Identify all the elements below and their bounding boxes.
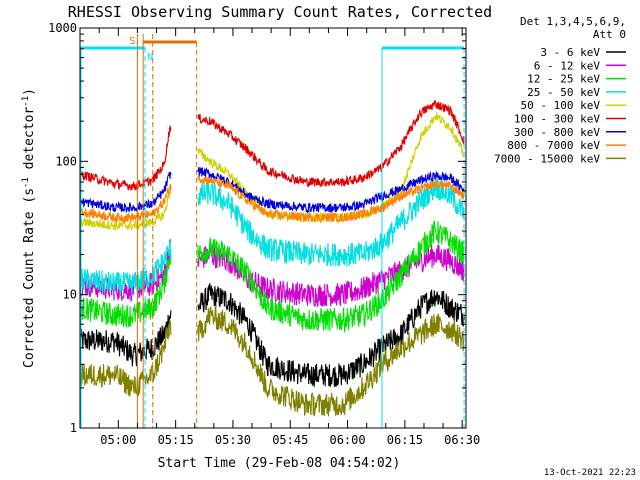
series-trace: [79, 254, 172, 328]
series-trace: [79, 183, 172, 225]
legend-header-detectors: Det 1,3,4,5,6,9,: [520, 15, 626, 28]
series-line-9: [79, 304, 465, 417]
x-tick-label: 05:45: [272, 433, 308, 447]
footer-timestamp: 13-Oct-2021 22:23: [544, 468, 636, 478]
saa-label: S: [129, 36, 135, 47]
legend-entry-label: 100 - 300 keV: [514, 113, 600, 126]
series-line-8: [79, 174, 465, 225]
x-tick-label: 06:30: [444, 433, 480, 447]
y-tick-label: 100: [55, 154, 77, 168]
x-tick-label: 05:00: [100, 433, 136, 447]
legend-entry-label: 7000 - 15000 keV: [494, 152, 600, 165]
x-tick-label: 05:30: [215, 433, 251, 447]
series-trace: [79, 319, 172, 398]
series-trace: [197, 283, 465, 387]
legend-header-attenuator: Att 0: [593, 28, 626, 41]
series-line-4: [79, 177, 465, 297]
x-axis-label: Start Time (29-Feb-08 04:54:02): [158, 456, 401, 471]
y-axis-label: Corrected Count Rate (s-1 detector-1): [21, 88, 37, 368]
series-line-7: [79, 167, 465, 215]
legend-entry-label: 12 - 25 keV: [527, 73, 600, 86]
series-trace: [197, 304, 465, 417]
legend-entry-label: 800 - 7000 keV: [507, 139, 600, 152]
series-trace: [79, 125, 172, 192]
y-tick-label: 1: [70, 421, 77, 435]
series-trace: [197, 99, 465, 188]
series-line-3: [79, 220, 465, 334]
flag-markers: SN: [80, 34, 465, 428]
series-trace: [79, 171, 172, 214]
series-trace: [197, 167, 465, 215]
x-tick-label: 06:00: [329, 433, 365, 447]
legend-entry-label: 50 - 100 keV: [521, 99, 601, 112]
x-tick-label: 05:15: [158, 433, 194, 447]
series-line-6: [79, 99, 465, 192]
y-tick-label: 1000: [48, 21, 77, 35]
series-trace: [197, 174, 465, 224]
chart-title: RHESSI Observing Summary Count Rates, Co…: [68, 3, 492, 21]
series-trace: [197, 177, 465, 267]
series-trace: [79, 186, 172, 231]
plot-frame: [79, 27, 467, 429]
series-trace: [197, 220, 465, 334]
legend-entry-label: 25 - 50 keV: [527, 86, 600, 99]
legend-entry-label: 300 - 800 keV: [514, 126, 600, 139]
legend-entry-label: 6 - 12 keV: [534, 59, 601, 72]
series-line-1: [79, 283, 465, 387]
plot-area: SN: [79, 34, 465, 428]
y-tick-label: 10: [63, 288, 77, 302]
x-tick-label: 06:15: [387, 433, 423, 447]
legend-entry-label: 3 - 6 keV: [540, 46, 600, 59]
series-trace: [79, 310, 172, 367]
series-trace: [79, 239, 172, 297]
night-label: N: [147, 52, 153, 63]
